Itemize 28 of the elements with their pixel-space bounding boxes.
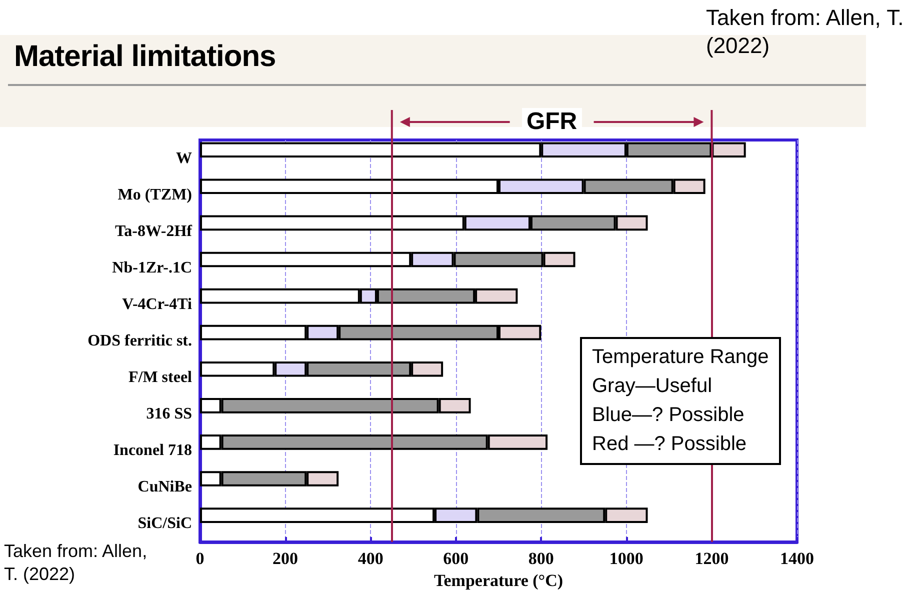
annotation: Blue—? Possible xyxy=(592,403,746,428)
y-tick-label: SiC/SiC xyxy=(138,515,192,532)
annotation: Gray—Useful xyxy=(592,374,714,399)
y-tick-label: Inconel 718 xyxy=(113,442,192,460)
x-tick-label: 800 xyxy=(528,549,554,568)
x-tick-label: 1000 xyxy=(609,549,644,568)
text: Taken from: Allen, T. (2022) xyxy=(706,4,905,60)
text: GFR xyxy=(522,108,582,136)
y-tick-label: Nb-1Zr-.1C xyxy=(112,259,192,276)
y-tick-label: W xyxy=(176,150,192,167)
x-tick-label: 1200 xyxy=(694,549,729,568)
x-axis-title: Temperature (°C) xyxy=(434,571,564,590)
y-tick-label: Ta-8W-2Hf xyxy=(114,222,193,240)
x-tick-label: 0 xyxy=(196,549,204,568)
x-tick-label: 600 xyxy=(443,549,469,568)
text: Taken from: Allen, T. (2022) xyxy=(4,540,164,586)
y-tick-label: F/M steel xyxy=(128,369,193,386)
y-tick-label: V-4Cr-4Ti xyxy=(122,296,193,313)
chart-title: Material limitations xyxy=(14,40,276,74)
annotation: Red —? Possible xyxy=(592,432,748,457)
y-tick-label: CuNiBe xyxy=(138,478,192,496)
x-tick-label: 1400 xyxy=(780,549,814,568)
annotation: Temperature Range xyxy=(592,345,769,370)
y-tick-label: Mo (TZM) xyxy=(118,186,192,204)
x-tick-label: 200 xyxy=(272,549,298,568)
x-tick-label: 400 xyxy=(358,549,384,568)
y-tick-label: ODS ferritic st. xyxy=(88,332,192,350)
y-tick-label: 316 SS xyxy=(146,406,192,423)
